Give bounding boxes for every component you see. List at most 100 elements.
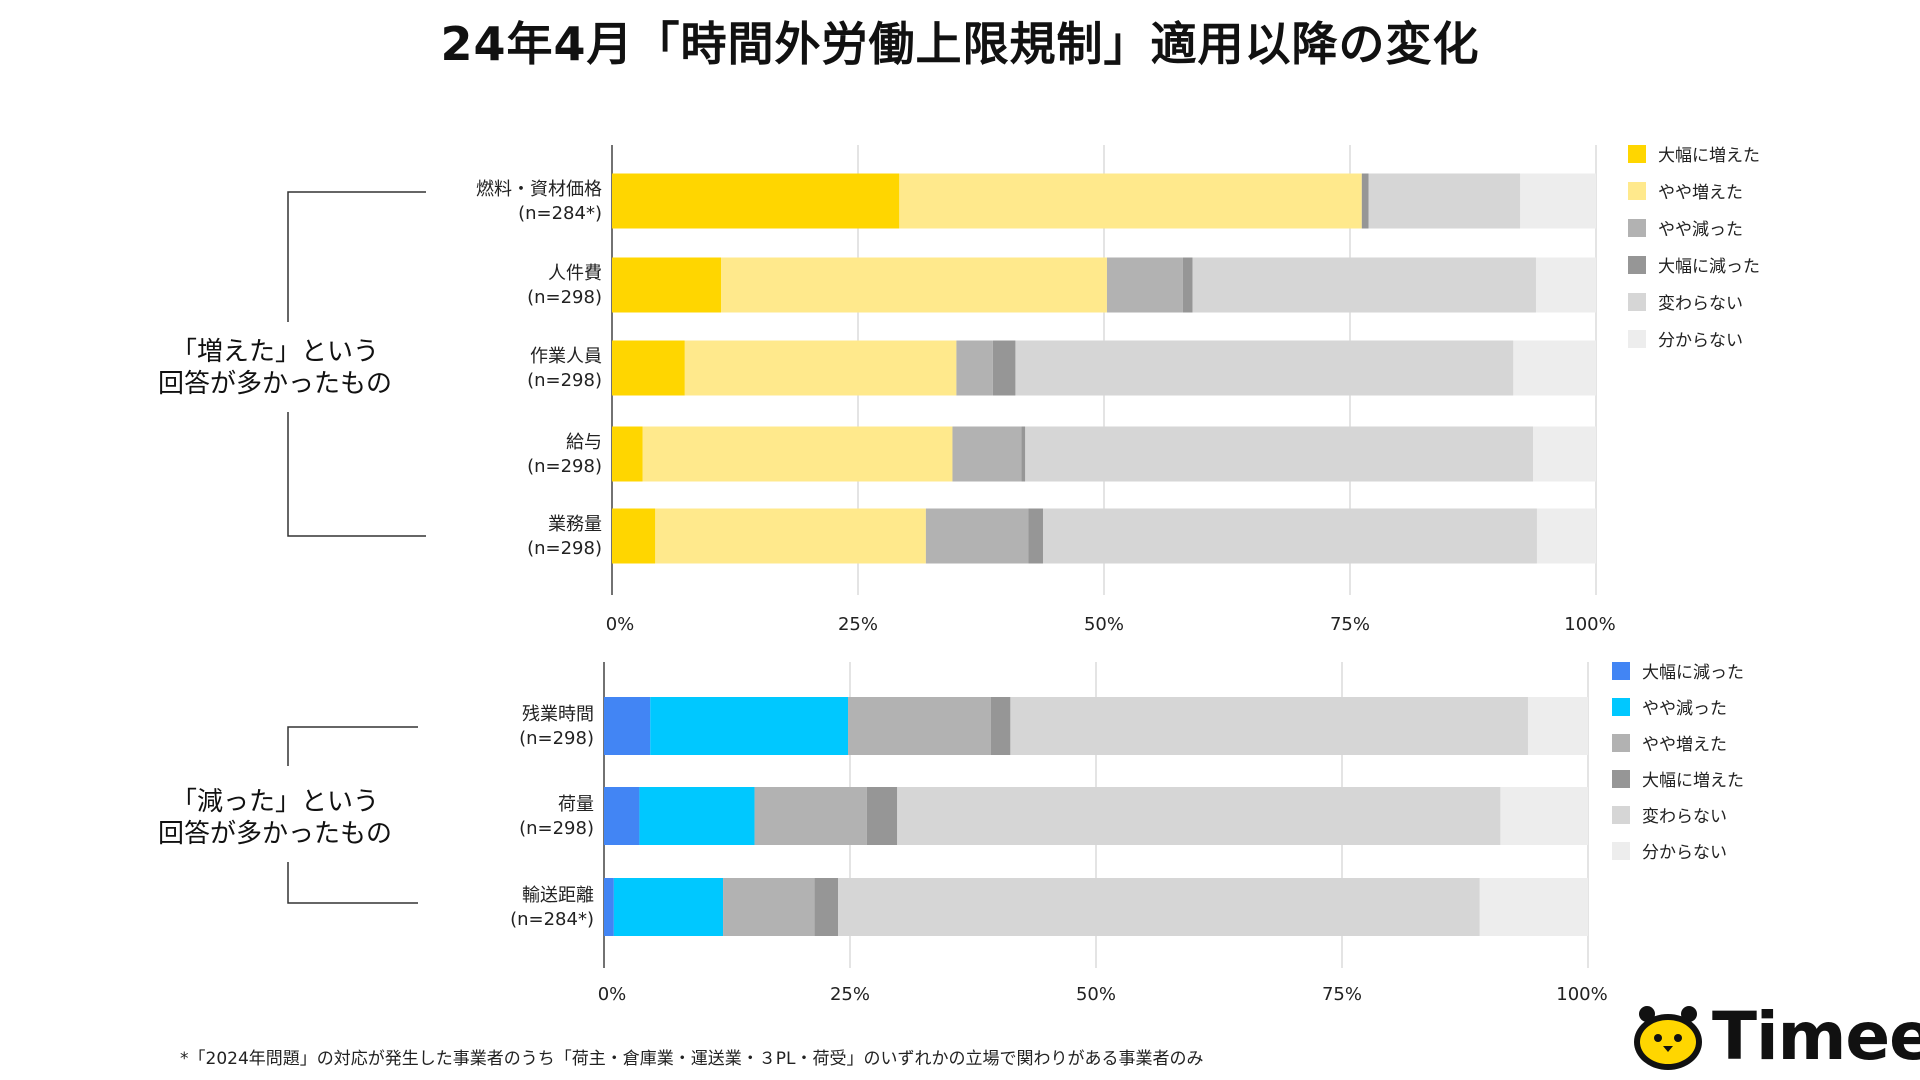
bar-segment	[848, 697, 991, 755]
legend-label: やや増えた	[1642, 735, 1727, 755]
group-label: 「増えた」という	[171, 337, 379, 367]
legend-label: 大幅に減った	[1642, 663, 1744, 683]
bar-segment	[866, 787, 898, 845]
legend-swatch	[1612, 842, 1630, 860]
bar-segment	[990, 697, 1011, 755]
category-label: 燃料・資材価格	[476, 179, 602, 200]
category-n-label: (n=298)	[527, 287, 602, 308]
group-label: 回答が多かったもの	[158, 819, 392, 849]
bar-segment	[612, 340, 685, 396]
bar-segment	[639, 787, 755, 845]
bar-segment	[1010, 697, 1528, 755]
bar-segment	[897, 787, 1501, 845]
category-n-label: (n=284*)	[510, 909, 594, 930]
logo-text: Timee	[1712, 998, 1920, 1075]
category-n-label: (n=298)	[519, 728, 594, 749]
bar-segment	[721, 257, 1107, 313]
bar-segment	[613, 878, 724, 936]
bar-segment	[925, 508, 1029, 564]
x-tick-label: 75%	[1322, 984, 1362, 1005]
bar-segment	[1028, 508, 1043, 564]
x-tick-label: 25%	[830, 984, 870, 1005]
bar-segment	[612, 426, 643, 482]
bar-segment	[612, 508, 656, 564]
legend-swatch	[1628, 182, 1646, 200]
timee-logo: Timee	[1632, 998, 1920, 1075]
bar-segment	[1042, 508, 1537, 564]
bar-segment	[723, 878, 815, 936]
legend-swatch	[1612, 734, 1630, 752]
logo-bird-icon	[1634, 1006, 1702, 1070]
legend-swatch	[1612, 698, 1630, 716]
category-label: 荷量	[558, 794, 594, 815]
category-label: 人件費	[548, 263, 602, 284]
bar-segment	[1192, 257, 1536, 313]
legend-label: やや増えた	[1658, 183, 1743, 203]
bar-segment	[1479, 878, 1588, 936]
group-bracket	[287, 412, 426, 537]
bar-segment	[1535, 257, 1596, 313]
chart-title: 24年4月「時間外労働上限規制」適用以降の変化	[440, 17, 1480, 71]
bar-segment	[1527, 697, 1588, 755]
bar-segment	[1361, 173, 1369, 229]
bar-segment	[604, 878, 614, 936]
legend-label: 大幅に増えた	[1658, 146, 1760, 166]
group-label: 「減った」という	[171, 787, 379, 817]
legend-label: やや減った	[1642, 699, 1727, 719]
group-bracket	[287, 862, 418, 904]
bar-segment	[650, 697, 849, 755]
bar-segment	[1015, 340, 1514, 396]
legend-label: 変わらない	[1658, 294, 1743, 314]
footnote: *「2024年問題」の対応が発生した事業者のうち「荷主・倉庫業・運送業・３PL・…	[180, 1049, 1204, 1069]
bar-segment	[604, 787, 640, 845]
category-label: 業務量	[548, 514, 602, 535]
legend-swatch	[1628, 145, 1646, 163]
category-n-label: (n=298)	[527, 456, 602, 477]
legend-swatch	[1612, 806, 1630, 824]
x-tick-label: 100%	[1564, 614, 1615, 635]
category-label: 輸送距離	[522, 885, 594, 906]
bar-segment	[604, 697, 651, 755]
legend-label: 大幅に減った	[1658, 257, 1760, 277]
bar-segment	[1368, 173, 1521, 229]
legend-swatch	[1612, 770, 1630, 788]
category-n-label: (n=298)	[527, 538, 602, 559]
category-n-label: (n=284*)	[518, 203, 602, 224]
x-tick-label: 0%	[606, 614, 635, 635]
bar-segment	[1533, 426, 1596, 482]
bar-segment	[1500, 787, 1588, 845]
x-tick-label: 0%	[598, 984, 627, 1005]
legend-swatch	[1628, 330, 1646, 348]
bar-segment	[612, 257, 722, 313]
bar-segment	[1520, 173, 1596, 229]
bar-segment	[1021, 426, 1026, 482]
bar-segment	[1106, 257, 1183, 313]
bar-segment	[754, 787, 867, 845]
x-tick-label: 25%	[838, 614, 878, 635]
bar-segment	[642, 426, 953, 482]
bar-segment	[612, 173, 900, 229]
bar-segment	[899, 173, 1362, 229]
legend-swatch	[1612, 662, 1630, 680]
category-label: 給与	[566, 432, 602, 453]
x-tick-label: 50%	[1076, 984, 1116, 1005]
x-tick-label: 75%	[1330, 614, 1370, 635]
legend-label: 大幅に増えた	[1642, 771, 1744, 791]
group-label: 回答が多かったもの	[158, 369, 392, 399]
bar-segment	[952, 426, 1022, 482]
bar-segment	[838, 878, 1480, 936]
group-bracket	[287, 726, 418, 766]
bar-segment	[1536, 508, 1596, 564]
legend-swatch	[1628, 256, 1646, 274]
legend-swatch	[1628, 293, 1646, 311]
legend-label: 変わらない	[1642, 807, 1727, 827]
legend-swatch	[1628, 219, 1646, 237]
x-tick-label: 100%	[1556, 984, 1607, 1005]
category-n-label: (n=298)	[519, 818, 594, 839]
legend-label: 分からない	[1658, 331, 1743, 351]
bar-segment	[956, 340, 993, 396]
bar-segment	[1025, 426, 1534, 482]
legend-label: 分からない	[1642, 843, 1727, 863]
bar-segment	[992, 340, 1016, 396]
